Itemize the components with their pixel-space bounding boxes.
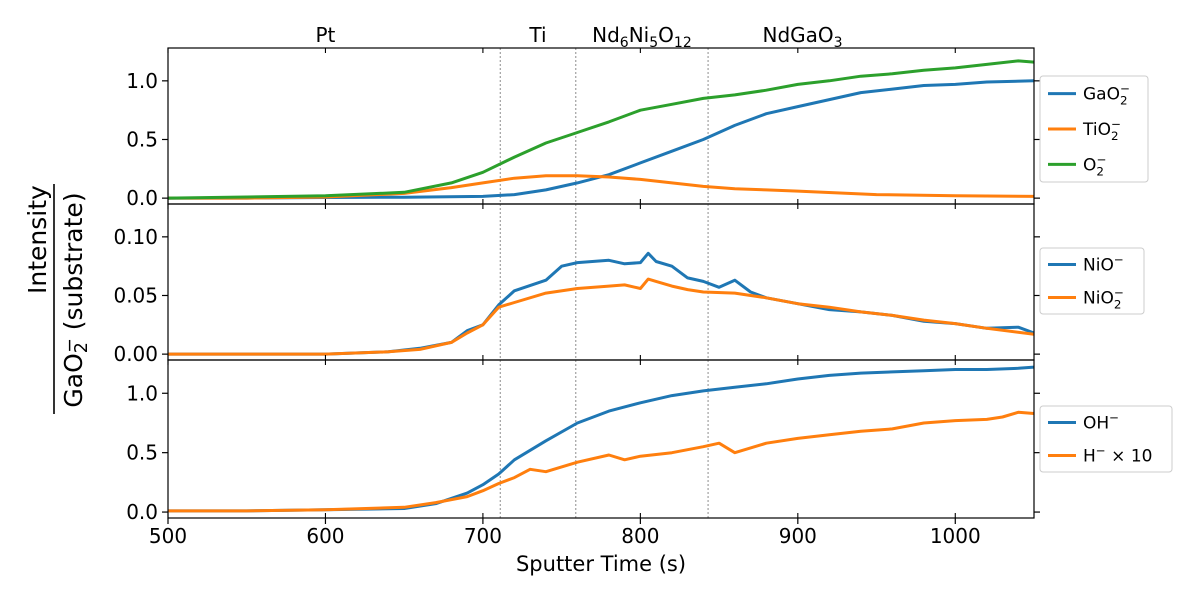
y-tick-label: 1.0 bbox=[126, 381, 158, 405]
layer-labels: Pt Ti Nd6Ni5O12 NdGaO3 bbox=[316, 23, 843, 51]
y-tick-label: 0.10 bbox=[113, 225, 158, 249]
label-segment: × 10 bbox=[1106, 447, 1153, 467]
label-segment: TiO bbox=[1082, 120, 1111, 140]
label-segment: 2 bbox=[72, 342, 92, 353]
legend-3: OH−H− × 10 bbox=[1039, 405, 1173, 473]
panel-1: 0.0 0.5 1.0 bbox=[126, 47, 1040, 210]
label-segment: NiO bbox=[1083, 289, 1114, 309]
label-segment: Pt bbox=[316, 23, 336, 47]
y-axis-label-denominator: GaO2− (substrate) bbox=[59, 192, 92, 407]
label-segment: Nd bbox=[592, 23, 620, 47]
label-segment: − bbox=[1120, 82, 1130, 96]
panel-frame bbox=[167, 359, 1035, 519]
chart-panels: 0.0 0.5 1.0 0.00 0.05 0.10 0.0 0.5 1.0 bbox=[113, 47, 1040, 524]
label-segment: − bbox=[1096, 444, 1106, 458]
label-segment: − bbox=[60, 338, 80, 353]
x-tick-label: 700 bbox=[464, 524, 502, 548]
label-segment: GaO bbox=[59, 353, 88, 407]
panel-frame bbox=[167, 203, 1035, 361]
panel-2: 0.00 0.05 0.10 bbox=[113, 203, 1040, 366]
legend-label: H− × 10 bbox=[1083, 444, 1152, 467]
label-segment: GaO bbox=[1083, 85, 1120, 105]
legend-box bbox=[1039, 75, 1149, 183]
legend-1: GaO2−TiO2−O2− bbox=[1039, 75, 1149, 183]
layer-label: NdGaO3 bbox=[763, 23, 843, 51]
label-segment: O bbox=[658, 23, 674, 47]
y-axis-label-numerator: Intensity bbox=[23, 185, 52, 294]
series-line-3-1 bbox=[168, 365, 1035, 513]
label-segment: 2 bbox=[1114, 298, 1122, 312]
label-segment: NdGaO bbox=[763, 23, 834, 47]
legend-label: NiO2− bbox=[1083, 286, 1124, 312]
x-tick-label: 500 bbox=[149, 524, 187, 548]
layer-label: Ti bbox=[528, 23, 546, 47]
x-tick-label: 800 bbox=[621, 524, 659, 548]
y-tick-label: 0.0 bbox=[126, 500, 158, 524]
label-segment: Ti bbox=[528, 23, 546, 47]
y-tick-label: 0.00 bbox=[113, 342, 158, 366]
label-segment: 2 bbox=[1120, 94, 1128, 108]
y-tick-label: 1.0 bbox=[126, 69, 158, 93]
legend-label: NiO− bbox=[1083, 253, 1124, 276]
legend-label: TiO2− bbox=[1082, 117, 1121, 143]
legend-label: GaO2− bbox=[1083, 82, 1130, 108]
panel-3: 0.0 0.5 1.0 bbox=[126, 359, 1040, 524]
label-segment: − bbox=[1097, 152, 1107, 166]
label-segment: (substrate) bbox=[59, 192, 88, 338]
label-segment: 12 bbox=[674, 35, 692, 51]
layer-label: Nd6Ni5O12 bbox=[592, 23, 692, 51]
series-line-2-1 bbox=[168, 251, 1035, 356]
y-axis-label: Intensity GaO2− (substrate) bbox=[23, 184, 92, 414]
label-segment: O bbox=[1083, 155, 1096, 175]
y-tick-label: 0.5 bbox=[126, 127, 158, 151]
label-segment: 6 bbox=[620, 35, 629, 51]
y-tick-label: 0.0 bbox=[126, 186, 158, 210]
label-segment: − bbox=[1111, 117, 1121, 131]
label-segment: − bbox=[1114, 253, 1124, 267]
series-line-1-1 bbox=[168, 79, 1035, 200]
layer-label: Pt bbox=[316, 23, 336, 47]
label-segment: 3 bbox=[834, 35, 843, 51]
label-segment: 2 bbox=[1111, 129, 1119, 143]
label-segment: OH bbox=[1083, 414, 1109, 434]
y-tick-label: 0.05 bbox=[113, 283, 158, 307]
series-line-2-2 bbox=[168, 277, 1035, 356]
legend-label: O2− bbox=[1083, 152, 1107, 178]
label-segment: Ni bbox=[629, 23, 650, 47]
label-segment: NiO bbox=[1083, 256, 1114, 276]
x-axis-title: Sputter Time (s) bbox=[516, 552, 686, 576]
label-segment: − bbox=[1114, 286, 1124, 300]
label-segment: H bbox=[1083, 447, 1096, 467]
series-line-3-2 bbox=[168, 410, 1035, 513]
x-tick-label: 1000 bbox=[930, 524, 981, 548]
x-axis: 500 600 700 800 900 1000 Sputter Time (s) bbox=[149, 518, 981, 576]
legend-label: OH− bbox=[1083, 411, 1119, 434]
label-segment: 2 bbox=[1096, 164, 1104, 178]
y-tick-label: 0.5 bbox=[126, 441, 158, 465]
x-tick-label: 600 bbox=[306, 524, 344, 548]
label-segment: − bbox=[1109, 411, 1119, 425]
legend-2: NiO−NiO2− bbox=[1039, 247, 1145, 315]
legends: GaO2−TiO2−O2−NiO−NiO2−OH−H− × 10 bbox=[1039, 75, 1173, 473]
x-tick-label: 900 bbox=[779, 524, 817, 548]
label-segment: 5 bbox=[649, 35, 658, 51]
series-line-1-3 bbox=[167, 59, 1035, 200]
